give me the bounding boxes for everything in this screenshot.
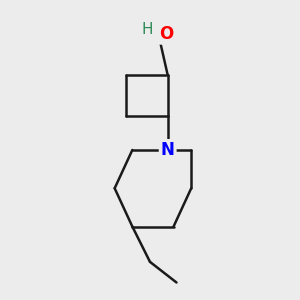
Text: N: N bbox=[161, 141, 175, 159]
Text: H: H bbox=[141, 22, 153, 37]
Text: O: O bbox=[159, 25, 173, 43]
